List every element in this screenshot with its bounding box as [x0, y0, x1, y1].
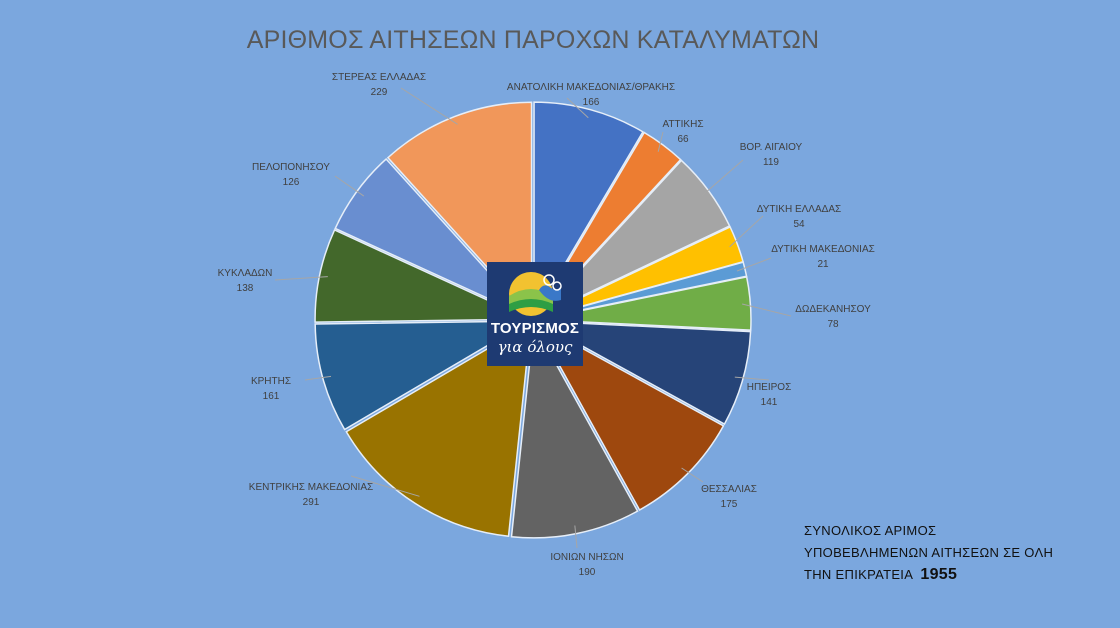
leader-line — [566, 97, 589, 119]
slice-value-label: 175 — [721, 499, 738, 510]
sun-wave-emblem-icon — [509, 272, 562, 316]
slice-value-label: 78 — [827, 319, 839, 330]
slice-value-label: 141 — [761, 397, 778, 408]
slice-value-label: 66 — [677, 134, 689, 145]
slice-label: ΑΤΤΙΚΗΣ — [663, 119, 704, 130]
slice-label: ΘΕΣΣΑΛΙΑΣ — [701, 484, 757, 495]
slice-label: ΚΡΗΤΗΣ — [251, 376, 291, 387]
slice-label: ΣΤΕΡΕΑΣ ΕΛΛΑΔΑΣ — [332, 72, 426, 83]
total-note-line3: ΤΗΝ ΕΠΙΚΡΑΤΕΙΑ — [804, 567, 913, 582]
leader-line — [574, 525, 578, 549]
leader-line — [274, 276, 328, 281]
slice-value-label: 138 — [237, 283, 254, 294]
leader-line — [729, 215, 764, 248]
leader-line — [701, 159, 744, 197]
slice-value-label: 119 — [763, 157, 779, 168]
slice-value-label: 229 — [371, 87, 388, 98]
pie-slice — [536, 275, 752, 331]
slice-value-label: 21 — [817, 259, 829, 270]
pie-slice — [533, 320, 725, 512]
leader-line — [334, 175, 365, 197]
slice-value-label: 166 — [583, 97, 600, 108]
leader-line — [736, 257, 772, 272]
chart-title: ΑΡΙΘΜΟΣ ΑΙΤΗΣΕΩΝ ΠΑΡΟΧΩΝ ΚΑΤΑΛΥΜΑΤΩΝ — [246, 26, 820, 54]
total-note-line3-row: ΤΗΝ ΕΠΙΚΡΑΤΕΙΑ 1955 — [804, 564, 1104, 586]
slice-value-label: 161 — [263, 391, 280, 402]
slice-label: ΙΟΝΙΩΝ ΝΗΣΩΝ — [550, 552, 623, 563]
total-note-line1: ΣΥΝΟΛΙΚΟΣ ΑΡΙΜΟΣ — [804, 523, 937, 538]
leader-line — [350, 475, 420, 497]
slice-value-label: 126 — [283, 177, 300, 188]
leader-line — [734, 376, 770, 381]
pie-slice — [510, 321, 639, 539]
pie-slice — [536, 320, 752, 426]
slice-value-label: 54 — [793, 219, 805, 230]
leader-line — [741, 303, 792, 317]
slice-label: ΠΕΛΟΠΟΝΗΣΟΥ — [252, 162, 330, 173]
total-note-line2: ΥΠΟΒΕΒΛΗΜΕΝΩΝ ΑΙΤΗΣΕΩΝ ΣΕ ΟΛΗ — [804, 545, 1054, 560]
slice-label: ΚΥΚΛΑΔΩΝ — [218, 268, 273, 279]
leader-line — [657, 131, 664, 152]
tourism-logo: ΤΟΥΡΙΣΜΟΣ για όλους — [487, 262, 583, 366]
slice-label: ΒΟΡ. ΑΙΓΑΙΟΥ — [740, 142, 803, 153]
leader-line — [304, 375, 332, 381]
logo-subtitle: για όλους — [497, 338, 573, 356]
leader-line — [681, 467, 704, 483]
total-note: ΣΥΝΟΛΙΚΟΣ ΑΡΙΜΟΣ ΥΠΟΒΕΒΛΗΜΕΝΩΝ ΑΙΤΗΣΕΩΝ … — [804, 520, 1104, 586]
slice-value-label: 291 — [303, 497, 320, 508]
slice-label: ΑΝΑΤΟΛΙΚΗ ΜΑΚΕΔΟΝΙΑΣ/ΘΡΑΚΗΣ — [507, 82, 675, 93]
slice-label: ΔΩΔΕΚΑΝΗΣΟΥ — [795, 304, 871, 315]
pie-slice — [314, 320, 532, 431]
slice-label: ΔΥΤΙΚΗ ΜΑΚΕΔΟΝΙΑΣ — [771, 244, 875, 255]
slice-label: ΔΥΤΙΚΗ ΕΛΛΑΔΑΣ — [757, 204, 841, 215]
logo-word: ΤΟΥΡΙΣΜΟΣ — [490, 320, 580, 337]
slice-label: ΚΕΝΤΡΙΚΗΣ ΜΑΚΕΔΟΝΙΑΣ — [249, 482, 373, 493]
pie-slice — [314, 228, 530, 323]
pie-slice — [345, 321, 532, 538]
total-note-value: 1955 — [920, 566, 958, 583]
pie-slice — [535, 159, 731, 319]
slice-value-label: 190 — [579, 567, 596, 578]
slice-label: ΗΠΕΙΡΟΣ — [747, 382, 792, 393]
leader-line — [400, 87, 458, 125]
